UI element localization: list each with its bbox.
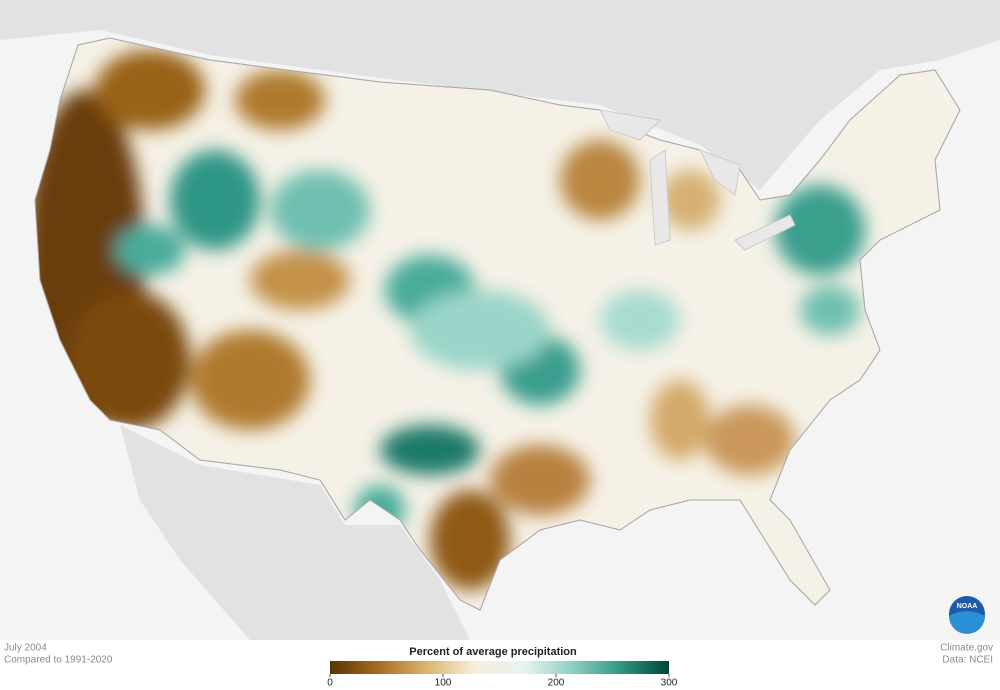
logo-text: NOAA bbox=[957, 603, 978, 610]
legend-title: Percent of average precipitation bbox=[409, 646, 577, 658]
logo: NOAA bbox=[949, 596, 985, 634]
legend-tick-label: 100 bbox=[435, 678, 452, 689]
neighbor-land bbox=[0, 0, 1000, 640]
date: July 2004 bbox=[4, 643, 47, 654]
legend-tick-label: 300 bbox=[661, 678, 678, 689]
legend-tick-label: 0 bbox=[327, 678, 333, 689]
credit: Climate.gov bbox=[940, 643, 993, 654]
great-lakes bbox=[599, 109, 796, 251]
baseline: Compared to 1991-2020 bbox=[4, 655, 113, 666]
logo-wave bbox=[949, 611, 985, 634]
legend-bar bbox=[330, 661, 669, 674]
source: Data: NCEI bbox=[942, 655, 993, 666]
legend-tick-label: 200 bbox=[548, 678, 565, 689]
